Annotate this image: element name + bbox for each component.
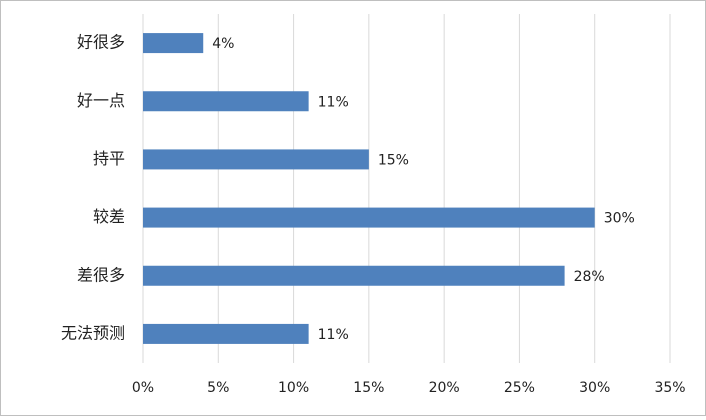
x-tick-label: 25% <box>504 380 535 396</box>
x-tick-label: 30% <box>579 380 610 396</box>
value-label: 28% <box>574 269 605 285</box>
value-label: 11% <box>318 327 349 343</box>
value-label: 11% <box>318 94 349 110</box>
value-label: 15% <box>378 152 409 168</box>
y-tick-label: 好一点 <box>77 91 125 110</box>
bar <box>143 265 565 286</box>
y-tick-label: 无法预测 <box>61 323 125 342</box>
y-tick-label: 持平 <box>93 149 125 168</box>
value-label: 4% <box>212 36 234 52</box>
y-tick-label: 好很多 <box>77 33 125 52</box>
x-tick-label: 20% <box>429 380 460 396</box>
bar <box>143 91 309 112</box>
bar <box>143 149 369 170</box>
x-tick-label: 35% <box>654 380 685 396</box>
bar <box>143 323 309 344</box>
x-tick-label: 10% <box>278 380 309 396</box>
bar <box>143 33 204 54</box>
x-tick-label: 0% <box>132 380 154 396</box>
y-tick-label: 差很多 <box>77 265 125 284</box>
x-tick-label: 5% <box>207 380 229 396</box>
bar <box>143 207 595 228</box>
y-tick-label: 较差 <box>93 207 125 226</box>
value-label: 30% <box>604 211 635 227</box>
x-tick-label: 15% <box>353 380 384 396</box>
